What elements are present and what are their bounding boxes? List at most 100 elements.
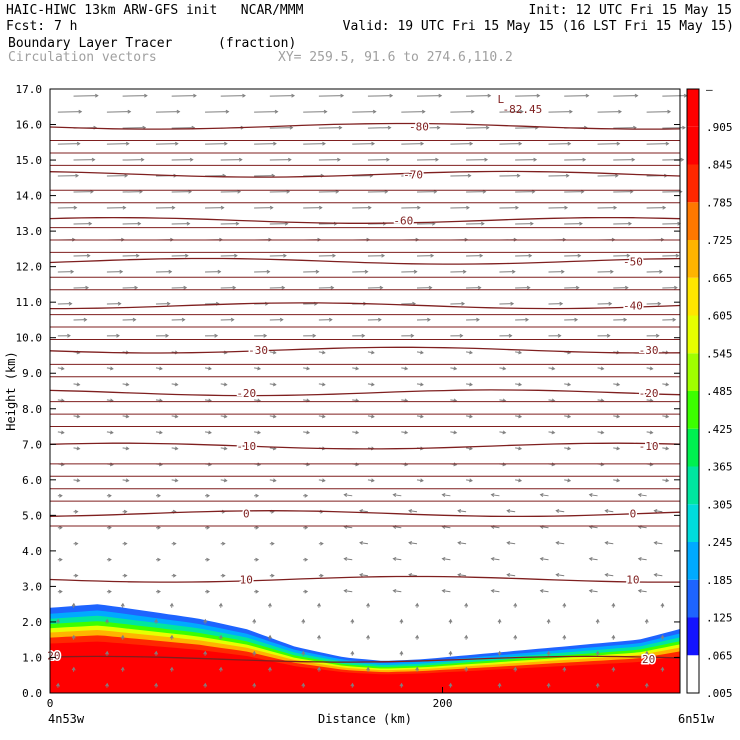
y-tick-label: 14.0 bbox=[16, 190, 43, 203]
vector-head bbox=[232, 285, 237, 290]
vector-arrow bbox=[466, 93, 492, 98]
colorbar-label: .905 bbox=[706, 121, 733, 134]
vector-head bbox=[123, 541, 128, 546]
vector-head bbox=[518, 414, 523, 419]
vector-arrow bbox=[515, 317, 530, 322]
vector-shaft bbox=[303, 399, 310, 402]
vector-arrow bbox=[254, 525, 260, 530]
vector-shaft bbox=[589, 590, 598, 593]
vector-arrow bbox=[106, 462, 114, 467]
vector-arrow bbox=[595, 618, 600, 624]
vector-head bbox=[427, 317, 431, 322]
vector-head bbox=[453, 366, 458, 371]
y-tick-label: 12.0 bbox=[16, 261, 43, 274]
vector-head bbox=[560, 269, 565, 274]
vector-head bbox=[464, 602, 469, 607]
vector-head bbox=[321, 350, 326, 355]
vector-arrow bbox=[515, 446, 523, 451]
vector-head bbox=[105, 618, 110, 623]
vector-arrow bbox=[171, 285, 188, 290]
vector-shaft bbox=[344, 526, 353, 529]
vector-arrow bbox=[506, 541, 516, 545]
vector-arrow bbox=[155, 301, 171, 306]
colorbar-frame bbox=[686, 88, 700, 694]
vector-head bbox=[74, 509, 79, 514]
vector-head bbox=[616, 478, 621, 483]
vector-head bbox=[469, 446, 473, 451]
vector-arrow bbox=[73, 509, 79, 514]
vector-arrow bbox=[597, 366, 605, 371]
vector-shaft bbox=[393, 526, 402, 529]
vector-shaft bbox=[499, 399, 506, 402]
vector-shaft bbox=[638, 494, 647, 497]
vector-head bbox=[109, 366, 114, 371]
vector-arrow bbox=[155, 109, 181, 114]
vector-arrow bbox=[564, 253, 582, 258]
vector-head bbox=[270, 573, 275, 578]
vector-arrow bbox=[415, 666, 420, 672]
vector-arrow bbox=[205, 109, 230, 114]
vector-arrow bbox=[203, 650, 208, 656]
vector-shaft bbox=[638, 558, 647, 561]
vector-shaft bbox=[515, 383, 522, 386]
vector-arrow bbox=[343, 493, 353, 497]
vector-arrow bbox=[499, 301, 515, 306]
forecast-hour: 7 h bbox=[54, 19, 78, 34]
vector-head bbox=[317, 634, 321, 639]
vector-head bbox=[595, 650, 600, 655]
vector-arrow bbox=[499, 366, 507, 371]
contour-label: 10 bbox=[626, 573, 639, 586]
vector-arrow bbox=[408, 541, 418, 545]
vector-head bbox=[381, 253, 386, 258]
vector-arrow bbox=[269, 573, 275, 578]
vector-arrow bbox=[106, 109, 132, 114]
vector-head bbox=[453, 430, 458, 435]
vector-head bbox=[78, 109, 83, 114]
vector-head bbox=[154, 650, 159, 655]
vector-arrow bbox=[204, 430, 212, 435]
vector-arrow bbox=[401, 462, 409, 467]
vector-shaft bbox=[401, 399, 408, 402]
vector-arrow bbox=[548, 269, 565, 274]
y-tick-label: 0.0 bbox=[22, 687, 42, 700]
vector-head bbox=[655, 333, 660, 338]
vector-arrow bbox=[366, 634, 371, 640]
vector-shaft bbox=[318, 415, 325, 418]
xy-label: XY= 259.5, 91.6 to 274.6,110.2 bbox=[278, 50, 513, 65]
vector-shaft bbox=[442, 590, 451, 593]
vector-arrow bbox=[546, 618, 551, 624]
vector-arrow bbox=[646, 301, 662, 306]
axes: 0.0 1.0 2.0 3.0 4.0 5.0 6.0 7.0 8.0 9.0 10.0 11.0 12… bbox=[4, 83, 715, 726]
vector-arrow bbox=[597, 173, 619, 178]
vector-arrow bbox=[73, 157, 96, 162]
vector-head bbox=[614, 173, 619, 178]
vector-arrow bbox=[644, 650, 649, 656]
vector-shaft bbox=[106, 431, 113, 434]
vector-arrow bbox=[171, 541, 177, 546]
contour-line bbox=[49, 346, 681, 354]
vector-shaft bbox=[352, 367, 359, 370]
vector-arrow bbox=[57, 109, 83, 114]
vector-arrow bbox=[548, 462, 556, 467]
vector-arrow bbox=[105, 618, 110, 624]
vector-arrow bbox=[352, 366, 360, 371]
vector-head bbox=[289, 125, 294, 130]
vector-arrow bbox=[546, 682, 551, 688]
vector-head bbox=[421, 109, 426, 114]
plot-frame bbox=[49, 88, 681, 694]
vector-head bbox=[361, 333, 366, 338]
vector-arrow bbox=[205, 589, 211, 594]
vector-head bbox=[520, 109, 524, 114]
vector-arrow bbox=[254, 109, 279, 114]
vector-head bbox=[283, 253, 287, 258]
vector-head bbox=[157, 525, 161, 530]
vector-head bbox=[466, 205, 470, 210]
vector-head bbox=[386, 157, 390, 162]
colorbar-swatch bbox=[687, 466, 699, 505]
colorbar-swatch bbox=[687, 428, 699, 467]
vector-shaft bbox=[303, 431, 310, 434]
vector-shaft bbox=[515, 447, 522, 450]
vector-arrow bbox=[73, 93, 99, 98]
vector-arrow bbox=[457, 509, 467, 513]
